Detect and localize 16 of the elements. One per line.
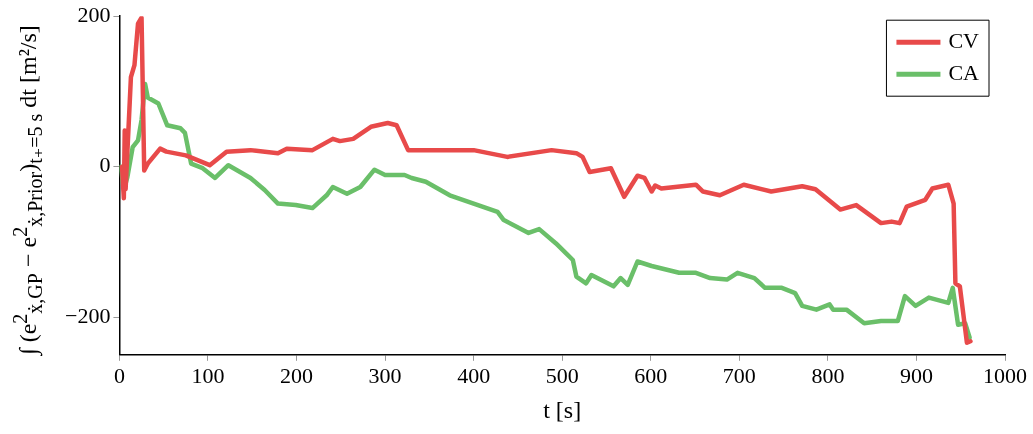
x-tick-label: 200 [280, 362, 314, 388]
y-tick-label: −200 [64, 302, 111, 328]
x-tick-label: 900 [899, 362, 933, 388]
x-axis-title: t [s] [543, 396, 582, 423]
x-tick-label: 1000 [983, 362, 1027, 388]
y-tick-label: 200 [77, 1, 111, 27]
legend-label: CV [948, 27, 980, 53]
x-tick-label: 500 [545, 362, 579, 388]
x-tick-label: 300 [368, 362, 402, 388]
x-tick-label: 100 [191, 362, 225, 388]
legend-label: CA [948, 59, 980, 85]
x-tick-label: 700 [722, 362, 756, 388]
x-tick-label: 400 [457, 362, 491, 388]
y-tick-label: 0 [99, 152, 111, 178]
x-tick-label: 800 [811, 362, 845, 388]
x-tick-label: 600 [634, 362, 668, 388]
